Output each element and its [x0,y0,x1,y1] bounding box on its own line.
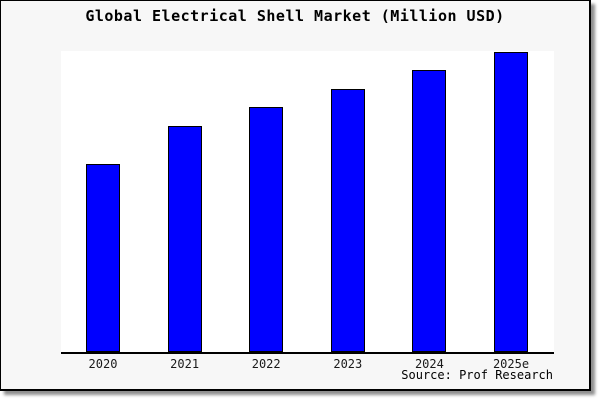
x-tick-label-2020: 2020 [88,357,118,371]
x-tick-label-2023: 2023 [333,357,363,371]
x-tick-label-2025e: 2025e [492,357,530,371]
source-text: Source: Prof Research [401,368,553,382]
x-tick-label-2024: 2024 [414,357,444,371]
chart-frame: Global Electrical Shell Market (Million … [0,0,591,391]
bar-2020 [86,163,120,352]
bar-2024 [412,70,447,352]
chart-title: Global Electrical Shell Market (Million … [85,7,505,25]
x-tick-label-2021: 2021 [170,357,200,371]
plot-area [61,51,554,354]
bar-2023 [330,88,365,352]
bar-2021 [167,126,202,352]
bar-2022 [249,107,284,352]
bar-2025e [494,52,528,352]
x-tick-label-2022: 2022 [251,357,281,371]
